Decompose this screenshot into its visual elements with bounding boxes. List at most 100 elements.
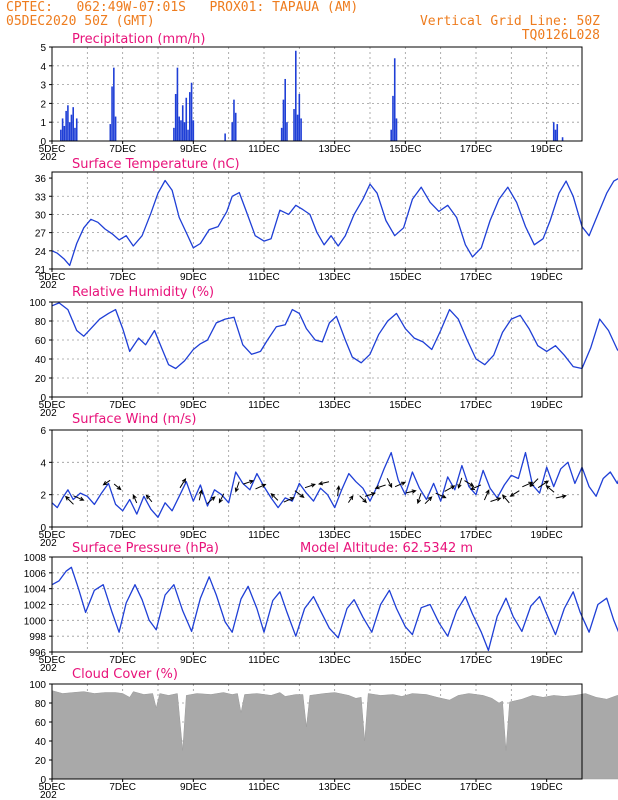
y-tick-label: 6 xyxy=(40,426,46,437)
precip-bar xyxy=(190,82,193,141)
precip-bar xyxy=(556,124,559,141)
panel-1: 21 24 27 30 33 36 5DEC 7DEC 9DEC 11DEC 13DEC 15DEC 1… xyxy=(35,157,618,291)
precip-bar xyxy=(231,122,233,141)
panel-frame xyxy=(51,683,583,780)
precip-bar xyxy=(189,92,191,141)
y-tick-label: 27 xyxy=(35,229,47,240)
wind-arrow xyxy=(394,481,407,488)
y-tick-label: 80 xyxy=(35,317,47,328)
panel-title: Precipitation (mm/h) xyxy=(72,32,205,47)
precip-bar xyxy=(393,58,396,141)
x-tick-label: 9DEC xyxy=(180,144,207,155)
wind-arrow xyxy=(113,483,122,491)
x-tick-label: 5DEC xyxy=(39,655,66,666)
panel-title: Cloud Cover (%) xyxy=(72,667,178,682)
header-run-date: 05DEC2020 50Z (GMT) xyxy=(6,14,155,29)
y-tick-label: 36 xyxy=(35,174,47,185)
x-tick-label: 9DEC xyxy=(180,530,207,541)
header-location: CPTEC: 062:49W-07:01S PROX01: TAPAUA (AM… xyxy=(6,0,359,15)
precip-bar xyxy=(192,120,195,141)
y-tick-label: 0 xyxy=(40,137,46,148)
x-tick-label: 17DEC xyxy=(460,400,492,411)
wind-arrow xyxy=(424,496,433,505)
precip-bar xyxy=(178,116,180,141)
precip-bar xyxy=(284,78,286,141)
wind-arrow xyxy=(359,495,368,504)
x-tick-label: 5DEC xyxy=(39,782,66,793)
panel-frame xyxy=(51,429,583,528)
y-tick-label: 4 xyxy=(40,458,46,469)
x-tick-label: 15DEC xyxy=(389,144,421,155)
precip-bar xyxy=(75,118,78,141)
header-grid-line-note: Vertical Grid Line: 50Z xyxy=(419,14,600,29)
wind-arrow xyxy=(545,484,555,493)
y-tick-label: 998 xyxy=(29,632,46,643)
precip-bar xyxy=(286,122,288,141)
precip-bar xyxy=(70,114,73,141)
precip-bar xyxy=(63,125,66,141)
x-tick-label: 11DEC xyxy=(248,530,280,541)
y-tick-label: 100 xyxy=(29,680,46,691)
wind-arrow xyxy=(73,495,85,501)
precip-bar xyxy=(74,127,76,141)
x-tick-label: 19DEC xyxy=(531,782,563,793)
wind-arrow xyxy=(416,492,422,505)
wind-arrow xyxy=(555,494,567,499)
x-year-fragment: 202 xyxy=(40,408,57,419)
precip-bar xyxy=(72,107,74,141)
panel-title: Relative Humidity (%) xyxy=(72,285,214,300)
precip-bar xyxy=(554,129,557,141)
precip-bar xyxy=(109,124,112,141)
x-tick-label: 11DEC xyxy=(248,400,280,411)
y-tick-label: 1000 xyxy=(24,616,47,627)
y-tick-label: 60 xyxy=(35,718,47,729)
wind-arrow xyxy=(283,497,295,503)
wind-arrow xyxy=(509,490,520,497)
y-tick-label: 1006 xyxy=(24,569,47,580)
precip-bar xyxy=(296,114,299,141)
x-year-fragment: 202 xyxy=(40,663,57,674)
y-tick-label: 1008 xyxy=(24,553,47,564)
y-tick-label: 1002 xyxy=(24,601,47,612)
x-tick-label: 11DEC xyxy=(248,272,280,283)
y-tick-label: 0 xyxy=(40,523,46,534)
y-tick-label: 24 xyxy=(35,247,47,258)
y-tick-label: 0 xyxy=(40,775,46,786)
x-tick-label: 7DEC xyxy=(109,144,136,155)
panel-annotation: Model Altitude: 62.5342 m xyxy=(300,541,473,556)
precip-bar xyxy=(390,129,392,141)
x-tick-label: 17DEC xyxy=(460,272,492,283)
header: CPTEC: 062:49W-07:01S PROX01: TAPAUA (AM… xyxy=(0,0,618,48)
x-tick-label: 15DEC xyxy=(389,272,421,283)
series-line xyxy=(51,566,618,652)
x-tick-label: 5DEC xyxy=(39,400,66,411)
precip-bar xyxy=(111,86,113,141)
y-tick-label: 40 xyxy=(35,737,47,748)
wind-arrow xyxy=(405,489,417,494)
x-tick-label: 17DEC xyxy=(460,144,492,155)
precip-bar xyxy=(187,129,189,141)
x-tick-label: 9DEC xyxy=(180,782,207,793)
panel-frame xyxy=(51,171,583,270)
wind-arrow xyxy=(347,495,354,503)
x-tick-label: 17DEC xyxy=(460,530,492,541)
precip-bar xyxy=(295,50,297,142)
precip-bar xyxy=(234,112,237,141)
series-line xyxy=(51,451,618,518)
panel-0: 0 1 2 3 4 5 5DEC 7DEC 9DEC 11DEC 13DEC 15DEC 17DEC 19… xyxy=(39,32,583,163)
wind-arrow xyxy=(490,497,502,502)
y-tick-label: 996 xyxy=(29,648,46,659)
precip-bar xyxy=(280,127,283,141)
panel-3: 0 2 4 6 5DEC 7DEC 9DEC 11DEC 13DEC 15DEC 17DEC 19DE… xyxy=(39,412,618,549)
panel-frame xyxy=(51,301,583,398)
wind-arrow xyxy=(501,494,510,504)
x-tick-label: 13DEC xyxy=(319,144,351,155)
wind-arrow xyxy=(132,494,138,504)
precip-bar xyxy=(180,120,182,141)
wind-arrow xyxy=(364,492,376,497)
precip-bar xyxy=(114,116,117,141)
wind-arrow xyxy=(145,494,153,503)
x-tick-label: 19DEC xyxy=(531,655,563,666)
x-tick-label: 11DEC xyxy=(248,655,280,666)
panel-5: 0 20 40 60 80 100 5DEC 7DEC 9DEC 11DEC 13DEC 15DEC 1… xyxy=(29,667,618,800)
